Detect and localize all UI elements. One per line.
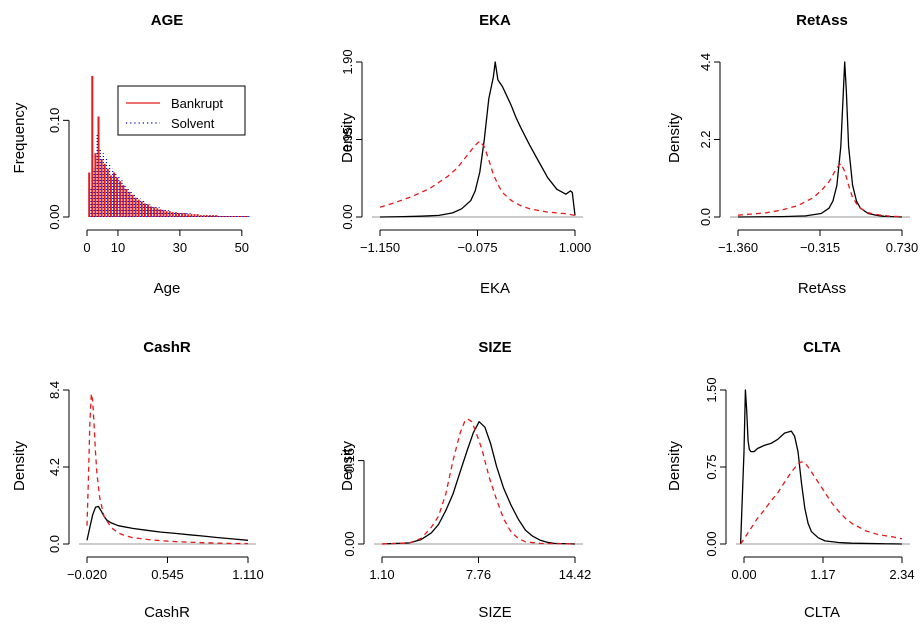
- x-tick-label: −0.020: [67, 567, 107, 582]
- x-tick-label: 1.10: [369, 567, 394, 582]
- axes: −0.020 0.545 1.110 0.0 4.2 8.4: [47, 381, 264, 582]
- panel-title: RetAss: [796, 12, 848, 29]
- x-tick-label: 10: [111, 240, 125, 255]
- x-axis-label: Age: [154, 280, 181, 297]
- y-tick-label: 0.00: [47, 204, 62, 229]
- series-line-bankrupt: [740, 461, 903, 545]
- axes: 0 10 30 50 0.00 0.10: [47, 108, 249, 255]
- panel-clta: CLTA Density CLTA 0.00 1.17 2.34 0.00 0.75 1.…: [666, 339, 915, 621]
- legend-label-solvent: Solvent: [171, 116, 215, 131]
- series-line-bankrupt: [379, 140, 576, 217]
- y-tick-label: 4.4: [698, 53, 713, 71]
- panel-title: EKA: [479, 12, 511, 29]
- y-tick-label: 2.2: [698, 130, 713, 148]
- axes: −1.360 −0.315 0.730 0.0 2.2 4.4: [698, 53, 918, 255]
- y-axis-label: Density: [339, 112, 356, 163]
- panel-title: CLTA: [803, 339, 841, 356]
- x-tick-label: 1.110: [232, 567, 264, 582]
- series-line-solvent: [381, 421, 576, 545]
- x-axis-label: RetAss: [798, 280, 846, 297]
- plot-area: [374, 418, 583, 545]
- series-line-bankrupt: [86, 393, 249, 545]
- x-axis-label: CashR: [144, 604, 190, 621]
- y-axis-label: Density: [11, 440, 28, 491]
- x-tick-label: 0.545: [151, 567, 184, 582]
- x-axis-label: EKA: [480, 280, 510, 297]
- y-tick-label: 1.90: [340, 49, 355, 74]
- series-line-solvent: [86, 505, 249, 541]
- plot-area: [372, 61, 583, 218]
- axes: 1.10 7.76 14.42 0.00 0.15: [342, 448, 591, 582]
- series-line-solvent: [737, 61, 903, 218]
- x-tick-label: 0.730: [886, 240, 919, 255]
- x-tick-label: 0.00: [731, 567, 756, 582]
- x-axis-label: CLTA: [804, 604, 840, 621]
- x-tick-label: 14.42: [559, 567, 592, 582]
- legend-box: [117, 85, 246, 136]
- legend-label-bankrupt: Bankrupt: [171, 96, 223, 111]
- y-axis-label: Frequency: [11, 102, 28, 173]
- x-tick-label: 1.17: [810, 567, 835, 582]
- y-tick-label: 0.00: [340, 204, 355, 229]
- panel-cashr: CashR Density CashR −0.020 0.545 1.110 0.0 4…: [11, 339, 264, 621]
- panel-age: AGE Frequency Age 0 10 30 50 0.00 0.10: [11, 12, 250, 297]
- plot-area: [730, 61, 910, 218]
- x-tick-label: 30: [173, 240, 187, 255]
- y-tick-label: 0.0: [698, 208, 713, 226]
- x-tick-label: −1.360: [718, 240, 758, 255]
- x-tick-label: −0.315: [800, 240, 840, 255]
- y-tick-label: 0.00: [704, 531, 719, 556]
- x-tick-label: 0: [83, 240, 90, 255]
- axes: 0.00 1.17 2.34 0.00 0.75 1.50: [704, 377, 915, 582]
- y-axis-label: Density: [666, 112, 683, 163]
- panel-retass: RetAss Density RetAss −1.360 −0.315 0.730 0…: [666, 12, 918, 297]
- x-tick-label: −1.150: [360, 240, 400, 255]
- panel-title: CashR: [143, 339, 191, 356]
- x-tick-label: 50: [235, 240, 249, 255]
- series-line-solvent: [379, 61, 576, 218]
- plot-area: [79, 393, 256, 545]
- y-tick-label: 0.95: [340, 127, 355, 152]
- panel-title: SIZE: [478, 339, 511, 356]
- x-tick-label: 7.76: [466, 567, 491, 582]
- x-tick-label: −0.075: [457, 240, 497, 255]
- y-tick-label: 0.0: [47, 535, 62, 553]
- series-line-bankrupt: [737, 162, 903, 218]
- series-line-solvent: [739, 389, 903, 545]
- x-axis-label: SIZE: [478, 604, 511, 621]
- y-tick-label: 0.75: [704, 454, 719, 479]
- plot-area: [736, 389, 910, 545]
- y-tick-label: 8.4: [47, 381, 62, 399]
- x-tick-label: 2.34: [889, 567, 914, 582]
- panel-size: SIZE Density SIZE 1.10 7.76 14.42 0.00 0.15: [339, 339, 591, 621]
- y-axis-label: Density: [339, 440, 356, 491]
- y-tick-label: 4.2: [47, 458, 62, 476]
- y-tick-label: 0.00: [342, 531, 357, 556]
- y-axis-label: Density: [666, 440, 683, 491]
- legend: Bankrupt Solvent: [117, 85, 246, 136]
- series-line-bankrupt: [381, 418, 576, 545]
- axes: −1.150 −0.075 1.000 0.00 0.95 1.90: [340, 49, 591, 255]
- panel-title: AGE: [151, 12, 184, 29]
- y-tick-label: 1.50: [704, 377, 719, 402]
- plot-area: [88, 75, 250, 217]
- y-tick-label: 0.15: [342, 448, 357, 473]
- y-tick-label: 0.10: [47, 108, 62, 133]
- x-tick-label: 1.000: [559, 240, 592, 255]
- panel-eka: EKA Density EKA −1.150 −0.075 1.000 0.00 0.9…: [339, 12, 591, 297]
